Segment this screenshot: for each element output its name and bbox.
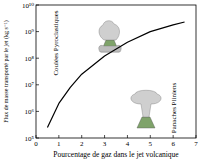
x-tick-label: 0 (34, 140, 38, 148)
y-tick-label: 10¹⁰ (22, 2, 34, 10)
chart: 10⁵ 10⁶ 10⁷ 10⁸ 10⁹ 10¹⁰ 0 1 2 3 4 5 6 7 Pourcentage d… (0, 0, 200, 163)
y-tick-label: 10⁵ (25, 135, 35, 143)
plume-icon (99, 21, 120, 40)
y-tick (36, 58, 39, 59)
x-tick (150, 135, 151, 138)
y-tick-label: 10⁶ (25, 108, 35, 116)
x-tick (58, 135, 59, 138)
curve (47, 22, 184, 127)
y-tick-label: 10⁹ (25, 28, 35, 36)
x-tick (36, 135, 37, 138)
plot-frame (36, 5, 196, 138)
y-tick (36, 84, 39, 85)
y-tick (36, 111, 39, 112)
x-tick-label: 7 (194, 140, 198, 148)
y-tick (36, 5, 39, 6)
x-axis-label: Pourcentage de gaz dans le jet volcaniqu… (53, 150, 179, 159)
annotation: Coulées Pyroclastiques (52, 10, 60, 75)
x-tick-label: 4 (126, 140, 130, 148)
icons (99, 21, 161, 128)
y-tick (36, 138, 39, 139)
y-tick (36, 31, 39, 32)
x-tick-label: 3 (103, 140, 107, 148)
x-tick-label: 6 (171, 140, 175, 148)
x-tick (81, 135, 82, 138)
volcano-icon (137, 117, 155, 128)
x-tick (127, 135, 128, 138)
x-tick (196, 135, 197, 138)
x-tick-label: 2 (80, 140, 84, 148)
x-tick (173, 135, 174, 138)
x-tick-label: 5 (149, 140, 153, 148)
y-tick-label: 10⁸ (25, 55, 35, 63)
x-tick-label: 1 (57, 140, 61, 148)
y-axis-label: Flux de masse transporté par le jet (kg … (3, 20, 10, 123)
y-tick-label: 10⁷ (25, 81, 35, 89)
x-tick (104, 135, 105, 138)
data-group (47, 22, 184, 127)
annotation: Panaches Pliniens (170, 83, 178, 134)
plume-icon (131, 90, 161, 117)
